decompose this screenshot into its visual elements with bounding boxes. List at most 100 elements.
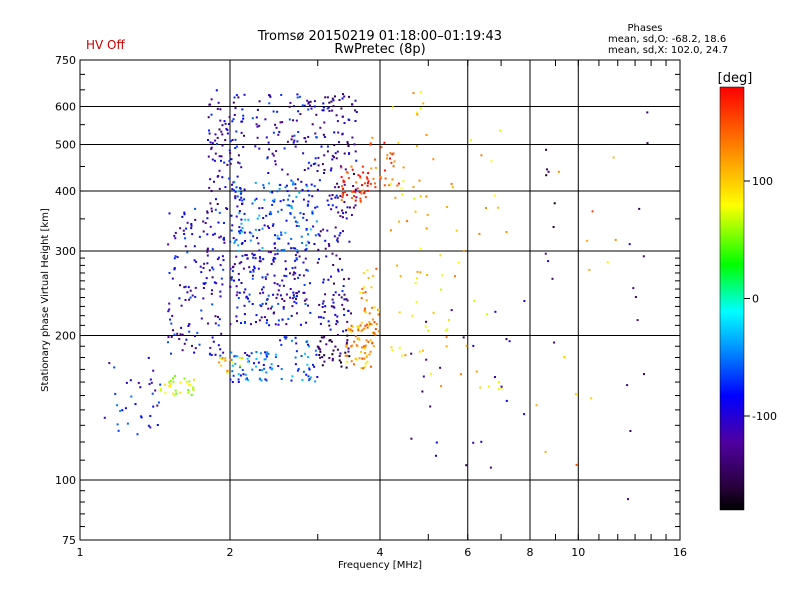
data-point	[315, 353, 318, 356]
data-point	[300, 180, 303, 183]
data-point	[281, 249, 284, 251]
data-point	[359, 324, 362, 327]
data-point	[258, 207, 261, 210]
data-point	[338, 99, 341, 101]
data-point	[241, 227, 244, 229]
data-point	[493, 194, 496, 197]
data-point	[140, 415, 143, 418]
data-point	[181, 333, 184, 336]
data-point	[302, 370, 305, 373]
data-point	[202, 297, 205, 300]
data-point	[330, 305, 333, 308]
data-point	[139, 386, 142, 389]
data-point	[230, 278, 233, 281]
data-point	[364, 352, 367, 354]
data-point	[314, 380, 317, 383]
data-point	[262, 291, 265, 294]
data-point	[327, 106, 330, 109]
data-point	[296, 295, 298, 298]
data-point	[235, 186, 238, 189]
data-point	[412, 92, 415, 95]
data-point	[553, 341, 556, 344]
data-point	[325, 255, 328, 258]
data-point	[335, 194, 338, 197]
data-point	[245, 254, 248, 257]
data-point	[342, 93, 344, 96]
data-point	[446, 328, 449, 331]
data-point	[230, 229, 233, 232]
data-point	[338, 257, 341, 260]
data-point	[236, 190, 239, 193]
data-point	[364, 346, 367, 349]
data-point	[236, 355, 239, 358]
data-point	[454, 275, 456, 278]
data-point	[315, 136, 318, 139]
data-point	[425, 358, 428, 361]
y-tick-label: 100	[55, 474, 76, 487]
data-point	[206, 248, 209, 251]
data-point	[293, 216, 296, 219]
data-point	[262, 217, 265, 219]
data-point	[294, 356, 297, 359]
data-point	[563, 356, 566, 359]
data-point	[361, 287, 364, 290]
data-point	[218, 155, 221, 158]
data-point	[280, 368, 283, 370]
data-point	[187, 384, 190, 387]
data-point	[342, 212, 345, 215]
data-point	[220, 159, 222, 162]
data-point	[462, 250, 465, 252]
data-point	[334, 186, 337, 189]
data-point	[294, 187, 297, 190]
data-point	[360, 350, 362, 353]
data-point	[167, 243, 170, 246]
data-point	[276, 234, 279, 237]
data-point	[223, 120, 226, 123]
data-point	[219, 357, 221, 360]
data-point	[344, 354, 347, 357]
data-point	[149, 415, 152, 417]
data-point	[323, 311, 326, 313]
data-point	[210, 147, 213, 150]
data-point	[363, 309, 366, 312]
data-point	[284, 260, 287, 263]
data-point	[347, 347, 350, 350]
data-point	[346, 141, 349, 143]
data-point	[339, 195, 342, 197]
data-point	[237, 378, 240, 381]
data-point	[398, 220, 401, 223]
data-point	[553, 202, 556, 205]
data-point	[173, 234, 176, 237]
data-point	[207, 139, 209, 141]
data-point	[364, 362, 367, 365]
data-point	[272, 259, 275, 261]
data-point	[348, 95, 350, 98]
data-point	[119, 409, 122, 412]
data-point	[265, 214, 268, 217]
data-point	[140, 416, 143, 419]
data-point	[224, 122, 227, 125]
data-point	[268, 213, 271, 216]
data-point	[241, 199, 244, 202]
data-point	[183, 286, 186, 289]
data-point	[322, 109, 325, 112]
data-point	[168, 381, 171, 384]
data-point	[251, 117, 254, 120]
data-point	[206, 233, 209, 236]
data-point	[390, 161, 393, 164]
data-point	[221, 124, 224, 127]
data-point	[265, 298, 268, 301]
data-point	[229, 358, 232, 361]
data-point	[307, 167, 310, 170]
data-point	[331, 194, 334, 196]
data-point	[214, 208, 217, 211]
data-point	[363, 347, 366, 350]
data-point	[224, 139, 227, 142]
data-point	[354, 188, 357, 191]
data-point	[164, 392, 167, 395]
data-point	[307, 161, 310, 164]
data-point	[285, 323, 288, 326]
data-point	[351, 325, 354, 328]
data-point	[209, 225, 212, 228]
data-point	[178, 338, 181, 340]
